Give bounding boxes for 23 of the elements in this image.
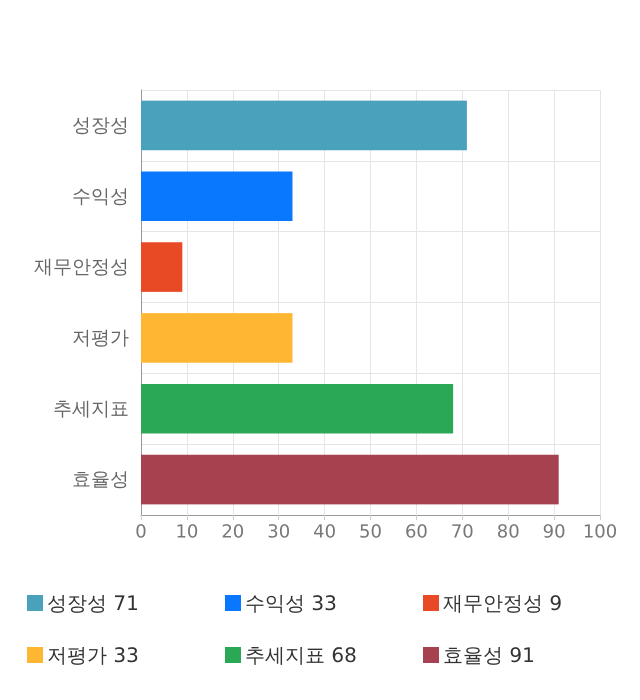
x-tick-label: 30 xyxy=(267,522,290,542)
x-tick-label: 100 xyxy=(582,522,618,542)
y-tick-label: 효율성 xyxy=(72,468,129,491)
y-tick-label: 추세지표 xyxy=(53,398,129,420)
legend-label: 성장성 71 xyxy=(47,591,139,615)
x-tick-label: 90 xyxy=(542,522,566,542)
legend-label: 수익성 33 xyxy=(245,591,337,615)
x-tick-label: 40 xyxy=(313,522,336,542)
x-tick-label: 70 xyxy=(450,522,474,542)
y-tick-label: 수익성 xyxy=(72,185,129,208)
legend-label: 추세지표 68 xyxy=(245,643,357,667)
x-tick-label: 60 xyxy=(404,522,428,542)
x-tick-label: 10 xyxy=(175,522,198,542)
x-tick-label: 50 xyxy=(359,522,382,542)
y-tick-label: 성장성 xyxy=(72,114,129,136)
y-tick-label: 재무안정성 xyxy=(34,256,129,278)
y-tick-label: 저평가 xyxy=(72,326,129,349)
x-tick-label: 80 xyxy=(496,522,520,542)
legend-label: 저평가 33 xyxy=(47,643,139,667)
x-tick-label: 0 xyxy=(135,522,147,542)
legend-label: 효율성 91 xyxy=(443,643,535,667)
x-tick-label: 20 xyxy=(221,522,244,542)
legend-label: 재무안정성 9 xyxy=(443,591,562,615)
